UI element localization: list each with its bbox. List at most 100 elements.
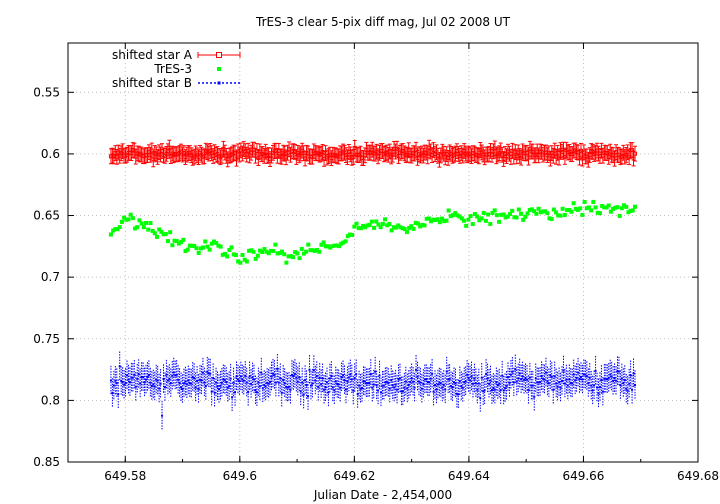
data-point	[402, 227, 407, 232]
data-point	[323, 388, 326, 391]
data-point	[612, 379, 615, 382]
data-point	[525, 378, 528, 381]
data-point	[377, 389, 380, 392]
data-point	[171, 374, 174, 377]
data-point	[551, 207, 556, 212]
data-point	[470, 222, 475, 227]
data-point	[179, 240, 184, 245]
data-point	[400, 226, 405, 231]
data-point	[260, 371, 263, 374]
data-point	[124, 217, 129, 222]
data-point	[400, 390, 403, 393]
data-point	[207, 372, 210, 375]
data-point	[229, 377, 232, 380]
data-point	[122, 215, 127, 220]
data-point	[633, 151, 637, 156]
data-point	[388, 387, 391, 390]
data-point	[225, 254, 230, 259]
data-point	[397, 378, 400, 381]
data-point	[591, 199, 596, 204]
data-point	[445, 370, 448, 373]
data-point	[266, 251, 271, 256]
data-point	[415, 368, 418, 371]
data-point	[527, 207, 532, 212]
data-point	[431, 372, 434, 375]
data-point	[610, 375, 613, 378]
data-point	[544, 371, 547, 374]
data-point	[299, 246, 304, 251]
data-point	[241, 378, 244, 381]
data-point	[274, 381, 277, 384]
data-point	[190, 243, 195, 248]
data-point	[625, 387, 628, 390]
data-point	[200, 379, 203, 382]
data-point	[537, 381, 540, 384]
data-point	[181, 388, 184, 391]
data-point	[501, 374, 504, 377]
data-point	[176, 241, 181, 246]
data-point	[232, 381, 235, 384]
data-point	[175, 373, 178, 376]
data-point	[229, 245, 234, 250]
data-point	[277, 251, 282, 256]
data-point	[209, 372, 212, 375]
data-point	[404, 380, 407, 383]
data-point	[463, 381, 466, 384]
data-point	[492, 208, 497, 213]
legend-label: TrES-3	[153, 62, 192, 76]
data-point	[185, 247, 190, 252]
data-point	[308, 248, 313, 253]
data-point	[263, 384, 266, 387]
data-point	[366, 382, 369, 385]
data-point	[194, 246, 199, 251]
legend-swatch-marker	[217, 67, 221, 71]
data-point	[381, 384, 384, 387]
data-point	[207, 247, 212, 252]
data-point	[306, 242, 311, 247]
data-point	[181, 237, 186, 242]
data-point	[284, 260, 289, 265]
data-point	[157, 227, 162, 232]
data-point	[378, 225, 383, 230]
data-point	[531, 384, 534, 387]
data-point	[527, 388, 530, 391]
data-point	[534, 377, 537, 380]
data-point	[550, 375, 553, 378]
data-point	[321, 377, 324, 380]
data-point	[347, 232, 352, 237]
data-point	[267, 382, 270, 385]
data-point	[582, 373, 585, 376]
data-point	[429, 377, 432, 380]
y-tick-label: 0.85	[33, 455, 60, 469]
data-point	[170, 243, 175, 248]
data-point	[556, 213, 561, 218]
data-point	[222, 378, 225, 381]
data-point	[298, 376, 301, 379]
data-point	[108, 232, 113, 237]
data-point	[159, 229, 164, 234]
data-point	[356, 393, 359, 396]
data-point	[508, 211, 513, 216]
data-point	[575, 377, 578, 380]
data-point	[324, 386, 327, 389]
data-point	[327, 391, 330, 394]
data-point	[362, 380, 365, 383]
data-point	[150, 385, 153, 388]
data-point	[369, 219, 374, 224]
data-point	[380, 221, 385, 226]
data-point	[141, 225, 146, 230]
data-point	[111, 391, 114, 394]
data-point	[460, 385, 463, 388]
data-point	[546, 380, 549, 383]
data-point	[109, 379, 112, 382]
data-point	[518, 211, 523, 216]
data-point	[568, 378, 571, 381]
data-point	[600, 378, 603, 381]
data-point	[375, 384, 378, 387]
data-point	[317, 249, 322, 254]
data-point	[426, 216, 431, 221]
data-point	[567, 207, 572, 212]
data-point	[394, 225, 399, 230]
data-point	[345, 234, 350, 239]
data-point	[589, 208, 594, 213]
